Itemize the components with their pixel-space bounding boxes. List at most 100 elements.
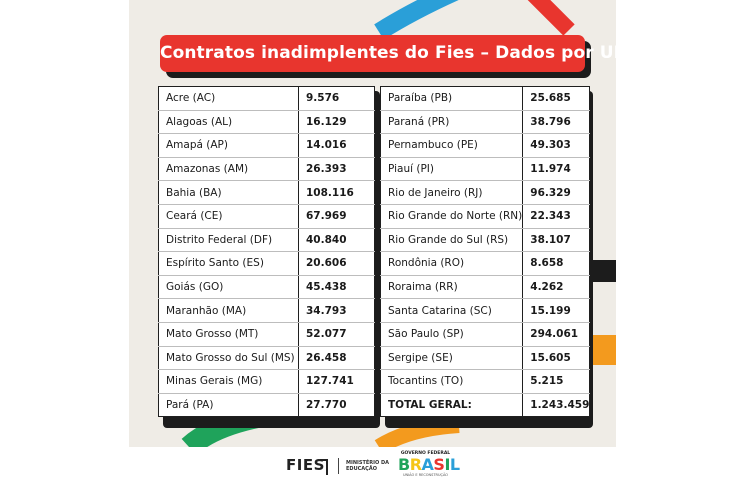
table-row: Paraná (PR) 38.796 — [380, 110, 590, 135]
table-row: Mato Grosso do Sul (MS) 26.458 — [158, 346, 375, 371]
ministry-line1: MINISTÉRIO DA — [346, 460, 390, 466]
gov-sub-text: UNIÃO E RECONSTRUÇÃO — [402, 473, 449, 477]
uf-value-cell: 67.969 — [298, 204, 375, 229]
uf-name-cell: Paraíba (PB) — [380, 86, 524, 111]
uf-name-cell: Minas Gerais (MG) — [158, 369, 299, 394]
table-row: TOTAL GERAL: 1.243.459 — [380, 393, 590, 417]
uf-name-cell: Acre (AC) — [158, 86, 299, 111]
uf-value-cell: 26.458 — [298, 346, 375, 371]
uf-name-cell: Pará (PA) — [158, 393, 299, 417]
uf-value-cell: 127.741 — [298, 369, 375, 394]
table-row: Paraíba (PB) 25.685 — [380, 86, 590, 111]
uf-name-cell: TOTAL GERAL: — [380, 393, 524, 417]
table-row: Espírito Santo (ES) 20.606 — [158, 251, 375, 276]
uf-name-cell: Maranhão (MA) — [158, 298, 299, 323]
table-row: Ceará (CE) 67.969 — [158, 204, 375, 229]
brasil-letter: S — [433, 455, 445, 474]
brasil-letter: R — [409, 455, 422, 474]
footer-divider — [338, 458, 339, 474]
table-row: Rondônia (RO) 8.658 — [380, 251, 590, 276]
uf-value-cell: 38.796 — [522, 110, 590, 135]
footer — [129, 447, 616, 487]
table-row: Rio Grande do Sul (RS) 38.107 — [380, 228, 590, 253]
uf-name-cell: Bahia (BA) — [158, 180, 299, 205]
table-row: Amazonas (AM) 26.393 — [158, 157, 375, 182]
table-row: Santa Catarina (SC) 15.199 — [380, 298, 590, 323]
uf-name-cell: São Paulo (SP) — [380, 322, 524, 347]
uf-name-cell: Roraima (RR) — [380, 275, 524, 300]
brasil-letter: A — [421, 455, 434, 474]
table-row: Piauí (PI) 11.974 — [380, 157, 590, 182]
gov-top-text: GOVERNO FEDERAL — [400, 451, 451, 456]
ministry-line2: EDUCAÇÃO — [346, 466, 377, 472]
uf-name-cell: Mato Grosso do Sul (MS) — [158, 346, 299, 371]
uf-name-cell: Rondônia (RO) — [380, 251, 524, 276]
uf-value-cell: 52.077 — [298, 322, 375, 347]
table-row: Bahia (BA) 108.116 — [158, 180, 375, 205]
uf-value-cell: 108.116 — [298, 180, 375, 205]
uf-value-cell: 16.129 — [298, 110, 375, 135]
table-row: Alagoas (AL) 16.129 — [158, 110, 375, 135]
uf-name-cell: Mato Grosso (MT) — [158, 322, 299, 347]
table-row: Acre (AC) 9.576 — [158, 86, 375, 111]
table-row: Roraima (RR) 4.262 — [380, 275, 590, 300]
uf-value-cell: 27.770 — [306, 399, 347, 412]
brasil-letter: B — [398, 455, 410, 474]
uf-name-cell: Piauí (PI) — [380, 157, 524, 182]
uf-value-cell: 8.658 — [522, 251, 590, 276]
gov-federal-logo: GOVERNO FEDERAL BRASIL UNIÃO E RECONSTRU… — [398, 451, 460, 481]
uf-name-cell: Sergipe (SE) — [380, 346, 524, 371]
uf-value-cell: 96.329 — [522, 180, 590, 205]
uf-value-cell: 45.438 — [298, 275, 375, 300]
uf-name-cell: Santa Catarina (SC) — [380, 298, 524, 323]
gov-brasil-text: BRASIL — [398, 455, 460, 474]
table-row: Sergipe (SE) 15.605 — [380, 346, 590, 371]
uf-value-cell: 34.793 — [298, 298, 375, 323]
uf-value-cell: 20.606 — [298, 251, 375, 276]
uf-value-cell: 40.840 — [298, 228, 375, 253]
uf-name-cell: Paraná (PR) — [380, 110, 524, 135]
table-row: São Paulo (SP) 294.061 — [380, 322, 590, 347]
brasil-letter: L — [449, 455, 460, 474]
table-row: Tocantins (TO) 5.215 — [380, 369, 590, 394]
table-row: Pernambuco (PE) 49.303 — [380, 133, 590, 158]
table-row: Amapá (AP) 14.016 — [158, 133, 375, 158]
uf-value-cell: 5.215 — [522, 369, 590, 394]
table-row: Minas Gerais (MG) 127.741 — [158, 369, 375, 394]
uf-value-cell: 294.061 — [522, 322, 590, 347]
ministry-logo: MINISTÉRIO DA EDUCAÇÃO — [346, 460, 389, 472]
uf-name-cell: Ceará (CE) — [158, 204, 299, 229]
uf-name-cell: Rio de Janeiro (RJ) — [380, 180, 524, 205]
table-row: Maranhão (MA) 34.793 — [158, 298, 375, 323]
uf-name-cell: Espírito Santo (ES) — [158, 251, 299, 276]
page-title: Contratos inadimplentes do Fies – Dados … — [160, 35, 625, 72]
uf-value-cell: 11.974 — [522, 157, 590, 182]
uf-name-cell: Pernambuco (PE) — [380, 133, 524, 158]
table-row: Pará (PA) 27.770 — [158, 393, 375, 417]
uf-value-cell: 49.303 — [522, 133, 590, 158]
table-row: Rio Grande do Norte (RN) 22.343 — [380, 204, 590, 229]
table-row: Distrito Federal (DF) 40.840 — [158, 228, 375, 253]
fies-logo: FIES — [286, 456, 325, 474]
uf-value-cell: 9.576 — [298, 86, 375, 111]
uf-value-cell: 25.685 — [522, 86, 590, 111]
uf-name-cell: Tocantins (TO) — [380, 369, 524, 394]
uf-value-cell: 14.016 — [298, 133, 375, 158]
brasil-letter: I — [444, 455, 450, 474]
uf-value-cell: 1.243.459 — [530, 399, 590, 412]
table-row: Mato Grosso (MT) 52.077 — [158, 322, 375, 347]
uf-name-cell: Goiás (GO) — [158, 275, 299, 300]
uf-name-cell: Rio Grande do Norte (RN) — [380, 204, 524, 229]
uf-name-cell: Alagoas (AL) — [158, 110, 299, 135]
table-row: Goiás (GO) 45.438 — [158, 275, 375, 300]
uf-name-cell: Distrito Federal (DF) — [158, 228, 299, 253]
uf-value-cell: 38.107 — [522, 228, 590, 253]
uf-name-cell: Rio Grande do Sul (RS) — [380, 228, 524, 253]
uf-value-cell: 22.343 — [522, 204, 590, 229]
uf-value-cell: 4.262 — [522, 275, 590, 300]
uf-value-cell: 15.605 — [522, 346, 590, 371]
left-uf-table: Acre (AC) 9.576 Alagoas (AL) 16.129 Amapá (A… — [158, 86, 375, 418]
uf-value-cell: 26.393 — [298, 157, 375, 182]
uf-value-cell: 15.199 — [522, 298, 590, 323]
fies-logo-bracket-icon — [320, 459, 328, 475]
